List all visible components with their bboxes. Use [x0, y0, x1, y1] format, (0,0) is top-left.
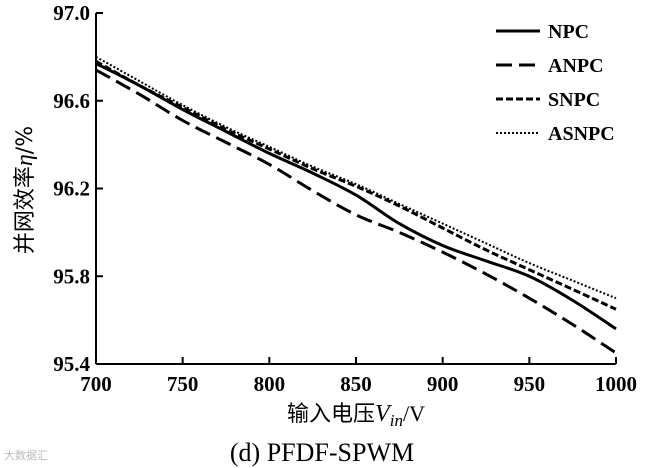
x-tick-label: 1000	[595, 372, 637, 396]
y-axis-ticks: 95.4 95.8 96.2 96.6 97.0	[53, 1, 103, 376]
x-tick-label: 900	[427, 372, 459, 396]
x-tick-label: 850	[340, 372, 372, 396]
figure-caption: (d) PFDF-SPWM	[230, 438, 414, 467]
y-tick-label: 95.4	[53, 352, 90, 376]
x-axis-ticks: 700 750 800 850 900 950 1000	[80, 357, 637, 396]
x-axis-title: 输入电压Vin/V	[287, 401, 425, 430]
x-tick-label: 750	[167, 372, 199, 396]
series-line-asnpc	[95, 56, 617, 300]
y-axis-title: 并网效率η/%	[12, 126, 38, 254]
legend: NPC ANPC SNPC ASNPC	[496, 21, 615, 145]
y-tick-label: 95.8	[53, 264, 90, 288]
y-tick-label: 97.0	[53, 1, 90, 25]
x-tick-label: 700	[80, 372, 112, 396]
legend-label-snpc: SNPC	[548, 89, 600, 111]
series-line-npc	[95, 62, 617, 331]
legend-label-anpc: ANPC	[548, 55, 604, 77]
legend-label-npc: NPC	[548, 21, 589, 43]
series-line-anpc	[95, 68, 617, 355]
watermark-text: 大数据汇	[4, 448, 48, 462]
y-tick-label: 96.2	[53, 177, 90, 201]
series-lines	[95, 56, 617, 355]
x-tick-label: 950	[514, 372, 546, 396]
legend-label-asnpc: ASNPC	[548, 123, 615, 145]
y-tick-label: 96.6	[53, 89, 90, 113]
series-line-snpc	[95, 59, 617, 311]
x-tick-label: 800	[254, 372, 286, 396]
